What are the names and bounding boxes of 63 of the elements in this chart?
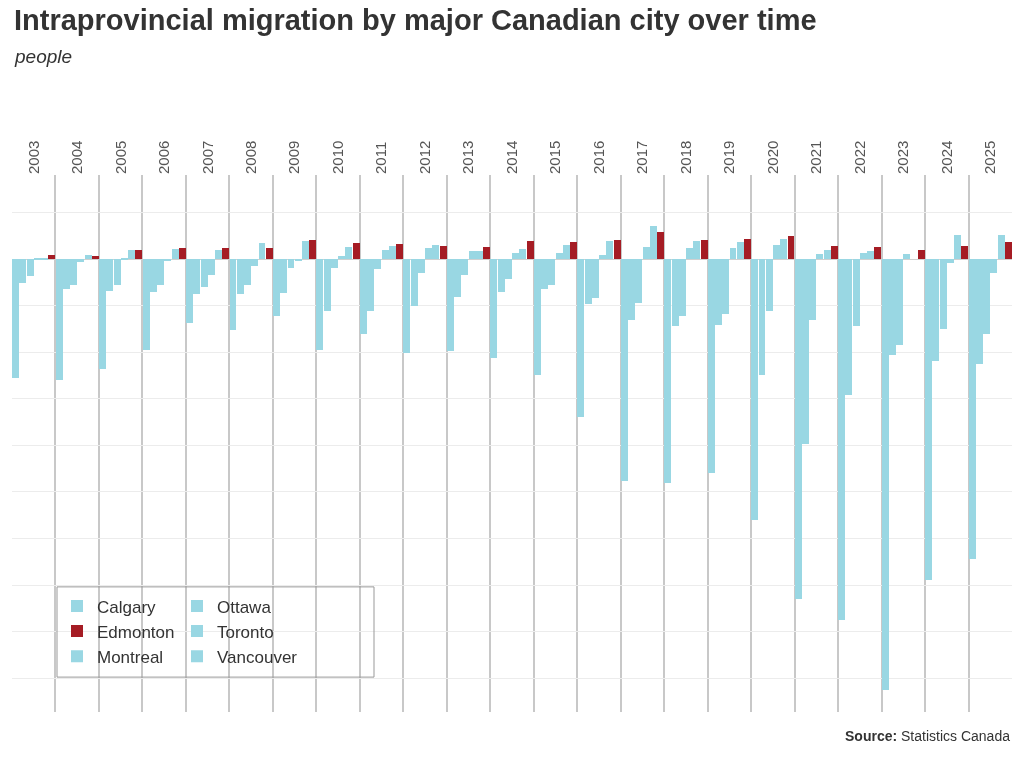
x-tick-label: 2020 bbox=[763, 140, 781, 174]
bar bbox=[48, 255, 55, 259]
bar bbox=[657, 232, 664, 259]
chart-subtitle: people bbox=[14, 46, 73, 67]
x-tick-label: 2019 bbox=[720, 140, 738, 174]
bar bbox=[788, 236, 794, 259]
bar bbox=[440, 246, 447, 259]
chart-title: Intraprovincial migration by major Canadian city over time bbox=[14, 4, 817, 36]
x-tick-label: 2006 bbox=[155, 140, 173, 174]
bar bbox=[396, 244, 403, 259]
x-tick-label: 2024 bbox=[937, 140, 955, 174]
x-tick-label: 2016 bbox=[589, 140, 607, 174]
source-note: Source: Statistics Canada bbox=[845, 728, 1011, 744]
x-tick-label: 2018 bbox=[676, 140, 694, 174]
x-tick-label: 2017 bbox=[633, 140, 651, 174]
bar bbox=[614, 240, 621, 259]
bar bbox=[135, 250, 142, 259]
bar bbox=[961, 246, 968, 259]
x-tick-label: 2004 bbox=[68, 140, 86, 174]
x-tick-label: 2021 bbox=[807, 140, 825, 174]
bar bbox=[92, 256, 99, 259]
bar bbox=[259, 243, 265, 259]
legend-label: Ottawa bbox=[217, 597, 272, 617]
x-tick-label: 2009 bbox=[285, 140, 303, 174]
x-tick-label: 2015 bbox=[546, 140, 564, 174]
bar bbox=[570, 242, 577, 259]
bar bbox=[1005, 242, 1012, 259]
bar bbox=[353, 243, 360, 259]
bar bbox=[302, 241, 309, 259]
x-tick-label: 2022 bbox=[850, 140, 868, 174]
bar bbox=[222, 248, 229, 259]
bar bbox=[903, 254, 910, 259]
bar bbox=[483, 247, 490, 259]
legend-label: Vancouver bbox=[217, 647, 298, 667]
x-tick-label: 2007 bbox=[198, 140, 216, 174]
x-tick-label: 2008 bbox=[242, 140, 260, 174]
bar bbox=[831, 246, 838, 259]
x-tick-label: 2010 bbox=[328, 140, 346, 174]
x-tick-label: 2025 bbox=[981, 140, 999, 174]
bar bbox=[918, 250, 925, 259]
bar bbox=[179, 248, 186, 259]
x-tick-label: 2012 bbox=[415, 140, 433, 174]
x-tick-label: 2005 bbox=[111, 140, 129, 174]
x-tick-label: 2013 bbox=[459, 140, 477, 174]
bar bbox=[527, 241, 534, 259]
legend-label: Toronto bbox=[217, 622, 274, 642]
bar bbox=[874, 247, 881, 259]
bar bbox=[954, 235, 961, 259]
x-tick-label: 2003 bbox=[24, 140, 42, 174]
bar bbox=[744, 239, 751, 259]
bar bbox=[172, 249, 179, 259]
bar bbox=[701, 240, 708, 259]
bar bbox=[215, 250, 222, 259]
legend-label: Calgary bbox=[97, 597, 157, 617]
x-tick-label: 2014 bbox=[502, 140, 520, 174]
bar bbox=[309, 240, 316, 259]
bar bbox=[266, 248, 273, 259]
bar bbox=[85, 255, 92, 259]
x-tick-label: 2023 bbox=[894, 140, 912, 174]
legend-label: Edmonton bbox=[97, 622, 175, 642]
legend-label: Montreal bbox=[97, 647, 164, 667]
bar bbox=[998, 235, 1005, 259]
x-tick-label: 2011 bbox=[372, 141, 390, 174]
